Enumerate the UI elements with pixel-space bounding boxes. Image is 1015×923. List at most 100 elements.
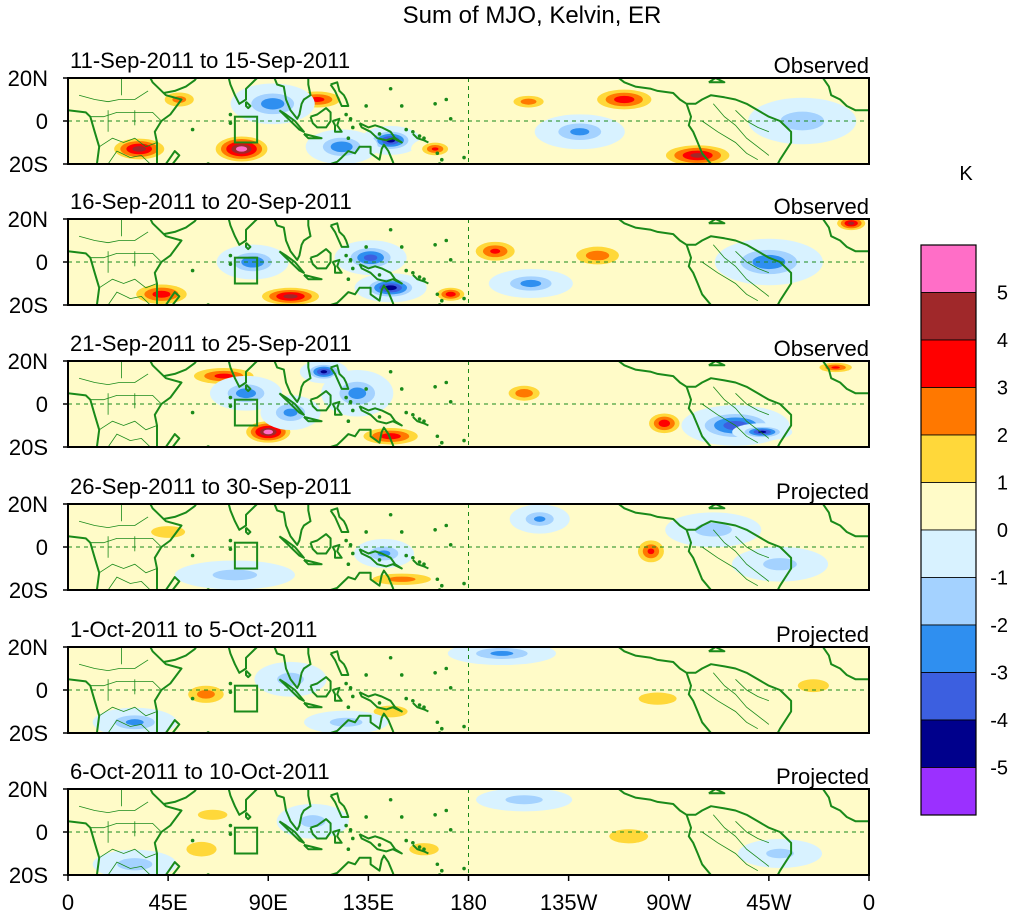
- y-tick-label: 20S: [9, 863, 48, 888]
- coastline: [245, 100, 252, 110]
- coastline: [708, 647, 726, 653]
- coastline: [165, 150, 181, 164]
- anomaly-blob: [494, 378, 555, 408]
- island: [435, 434, 440, 439]
- island: [435, 151, 440, 156]
- coastline: [329, 507, 350, 533]
- panel-status: Projected: [776, 622, 869, 647]
- island: [228, 262, 233, 266]
- colorbar-swatch: [920, 482, 977, 531]
- island: [411, 270, 415, 275]
- island: [377, 843, 382, 847]
- country-border: [90, 394, 162, 405]
- anomaly-blob: [334, 240, 407, 276]
- island: [228, 121, 233, 125]
- coastline: [149, 361, 183, 447]
- contour-level: [520, 279, 542, 288]
- contour-level: [763, 558, 797, 571]
- island: [399, 245, 404, 249]
- coastline: [320, 284, 395, 305]
- anomaly-blob: [426, 282, 475, 305]
- x-tick-label: 180: [450, 890, 487, 915]
- coastline: [165, 719, 181, 733]
- island: [364, 530, 368, 534]
- island: [435, 292, 440, 297]
- panel-date-range: 26-Sep-2011 to 30-Sep-2011: [70, 474, 352, 499]
- island: [190, 410, 195, 415]
- island: [190, 127, 195, 132]
- coastline: [331, 686, 343, 702]
- coastline: [245, 811, 252, 821]
- contour-level: [797, 679, 829, 693]
- coastline: [227, 504, 312, 546]
- coastline: [617, 789, 793, 875]
- panels-group: 20N 0 20S 11-Sep-2011 to 15-Sep-2011 Observe…: [8, 48, 870, 888]
- coastline: [412, 559, 429, 570]
- island: [422, 136, 426, 140]
- y-tick-label: 0: [36, 535, 48, 560]
- contour-level: [261, 98, 285, 110]
- coastline: [329, 81, 350, 107]
- y-tick-label: 20N: [8, 66, 48, 91]
- coastline: [708, 78, 726, 84]
- anomaly-blob: [170, 800, 255, 830]
- island: [364, 815, 368, 819]
- island: [344, 681, 348, 686]
- anomaly-blob: [97, 131, 182, 164]
- anomaly-blob: [731, 546, 829, 582]
- index-box: [233, 115, 259, 144]
- island: [417, 560, 422, 564]
- country-border: [90, 252, 162, 263]
- island: [440, 726, 444, 731]
- colorbar-tick-label: 2: [997, 425, 1008, 447]
- island: [228, 253, 233, 258]
- coastline: [320, 854, 395, 875]
- coastlines: [68, 78, 869, 164]
- island: [422, 847, 426, 851]
- island: [417, 703, 422, 707]
- island: [388, 227, 393, 232]
- coastline: [68, 678, 101, 733]
- y-tick-label: 0: [36, 109, 48, 134]
- island: [399, 104, 404, 108]
- coastline: [617, 78, 793, 164]
- anomaly-blob: [459, 233, 532, 269]
- island: [344, 538, 348, 543]
- coastline: [245, 241, 252, 251]
- coastline: [708, 789, 726, 795]
- contour-level: [533, 516, 546, 522]
- anomaly-field: [126, 504, 829, 590]
- map-panel: 20N 0 20S 1-Oct-2011 to 5-Oct-2011 Projected: [8, 617, 870, 746]
- country-border: [701, 831, 758, 872]
- coastline: [245, 669, 252, 679]
- country-border: [78, 801, 149, 814]
- island: [399, 387, 404, 391]
- contour-level: [690, 153, 705, 158]
- index-box: [233, 826, 259, 855]
- country-border: [701, 689, 758, 730]
- island: [433, 813, 437, 817]
- coastline: [358, 691, 403, 713]
- island: [351, 836, 355, 841]
- country-border: [98, 848, 158, 859]
- y-tick-label: 20N: [8, 777, 48, 802]
- contour-level: [609, 829, 649, 844]
- x-tick-label: 0: [863, 890, 875, 915]
- island: [440, 440, 444, 445]
- contour-level: [235, 146, 248, 152]
- coastline: [227, 361, 312, 403]
- contour-level: [490, 650, 514, 656]
- coastline: [821, 78, 869, 112]
- coastline: [309, 248, 332, 270]
- island: [444, 238, 449, 243]
- island: [364, 245, 368, 249]
- y-tick-label: 20N: [8, 492, 48, 517]
- contour-level: [263, 429, 274, 435]
- anomaly-blob: [576, 82, 673, 117]
- island: [351, 266, 355, 271]
- country-border: [735, 679, 770, 702]
- country-border: [78, 231, 149, 244]
- coastline: [821, 789, 869, 823]
- country-border: [107, 433, 151, 447]
- island: [448, 258, 453, 262]
